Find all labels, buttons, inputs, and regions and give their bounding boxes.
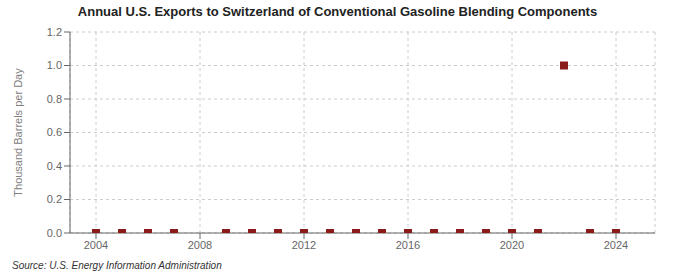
html-text:Annual U.S. Exports to Switzer: Annual U.S. Exports to Switzerland of Co… [77, 4, 598, 19]
svg-text:2012: 2012 [292, 239, 316, 251]
svg-text:2004: 2004 [84, 239, 108, 251]
svg-text:Thousand Barrels per Day: Thousand Barrels per Day [12, 68, 24, 197]
svg-text:0.8: 0.8 [47, 93, 62, 105]
svg-text:2020: 2020 [500, 239, 524, 251]
svg-text:2008: 2008 [188, 239, 212, 251]
html-text:Source: U.S. Energy Informatio: Source: U.S. Energy Information Administ… [12, 260, 222, 271]
svg-text:0.2: 0.2 [47, 193, 62, 205]
svg-text:0.0: 0.0 [47, 227, 62, 239]
svg-text:2016: 2016 [396, 239, 420, 251]
svg-text:0.6: 0.6 [47, 126, 62, 138]
svg-text:1.0: 1.0 [47, 59, 62, 71]
svg-text:1.2: 1.2 [47, 26, 62, 38]
svg-text:2024: 2024 [604, 239, 628, 251]
svg-text:0.4: 0.4 [47, 160, 62, 172]
